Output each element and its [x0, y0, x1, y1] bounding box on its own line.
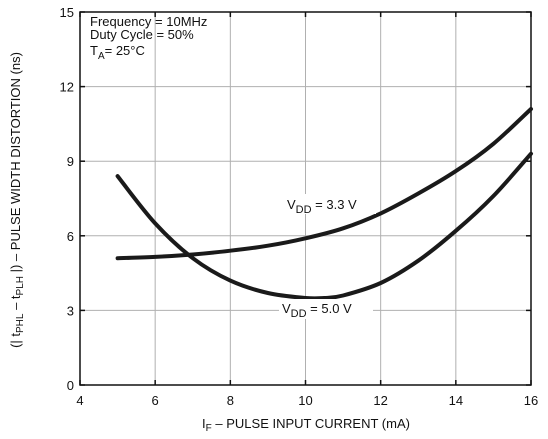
- y-axis-ticks: 0 3 6 9 12 15: [60, 5, 531, 393]
- y-tick-label: 3: [67, 303, 74, 318]
- series-curves: [115, 107, 533, 301]
- y-tick-label: 6: [67, 229, 74, 244]
- series-label-vdd-5-0: VDD = 5.0 V: [282, 301, 352, 320]
- annotation-frequency: Frequency = 10MHz: [90, 14, 207, 29]
- annotation-temperature: TA= 25°C: [90, 43, 145, 62]
- y-tick-label: 9: [67, 154, 74, 169]
- label-vdd-5-0: VDD = 5.0 V: [279, 299, 373, 320]
- x-tick-label: 12: [373, 393, 387, 408]
- x-axis-label: IF – PULSE INPUT CURRENT (mA): [202, 416, 410, 434]
- x-axis-ticks: 4 6 8 10 12 14 16: [76, 12, 538, 408]
- x-tick-label: 8: [227, 393, 234, 408]
- y-tick-label: 12: [60, 80, 74, 95]
- x-tick-label: 6: [152, 393, 159, 408]
- annotation-duty-cycle: Duty Cycle = 50%: [90, 27, 194, 42]
- x-tick-label: 16: [524, 393, 538, 408]
- y-axis-label: (| tPHL – tPLH |) – PULSE WIDTH DISTORTI…: [8, 52, 26, 348]
- y-tick-label: 0: [67, 378, 74, 393]
- y-tick-label: 15: [60, 5, 74, 20]
- label-vdd-3-3: VDD = 3.3 V: [284, 194, 376, 216]
- conditions-annotation: Frequency = 10MHz Duty Cycle = 50% TA= 2…: [90, 14, 207, 62]
- x-tick-label: 14: [449, 393, 463, 408]
- x-tick-label: 10: [298, 393, 312, 408]
- x-tick-label: 4: [76, 393, 83, 408]
- series-line-vdd-5-0: [115, 151, 533, 301]
- series-label-vdd-3-3: VDD = 3.3 V: [287, 197, 357, 216]
